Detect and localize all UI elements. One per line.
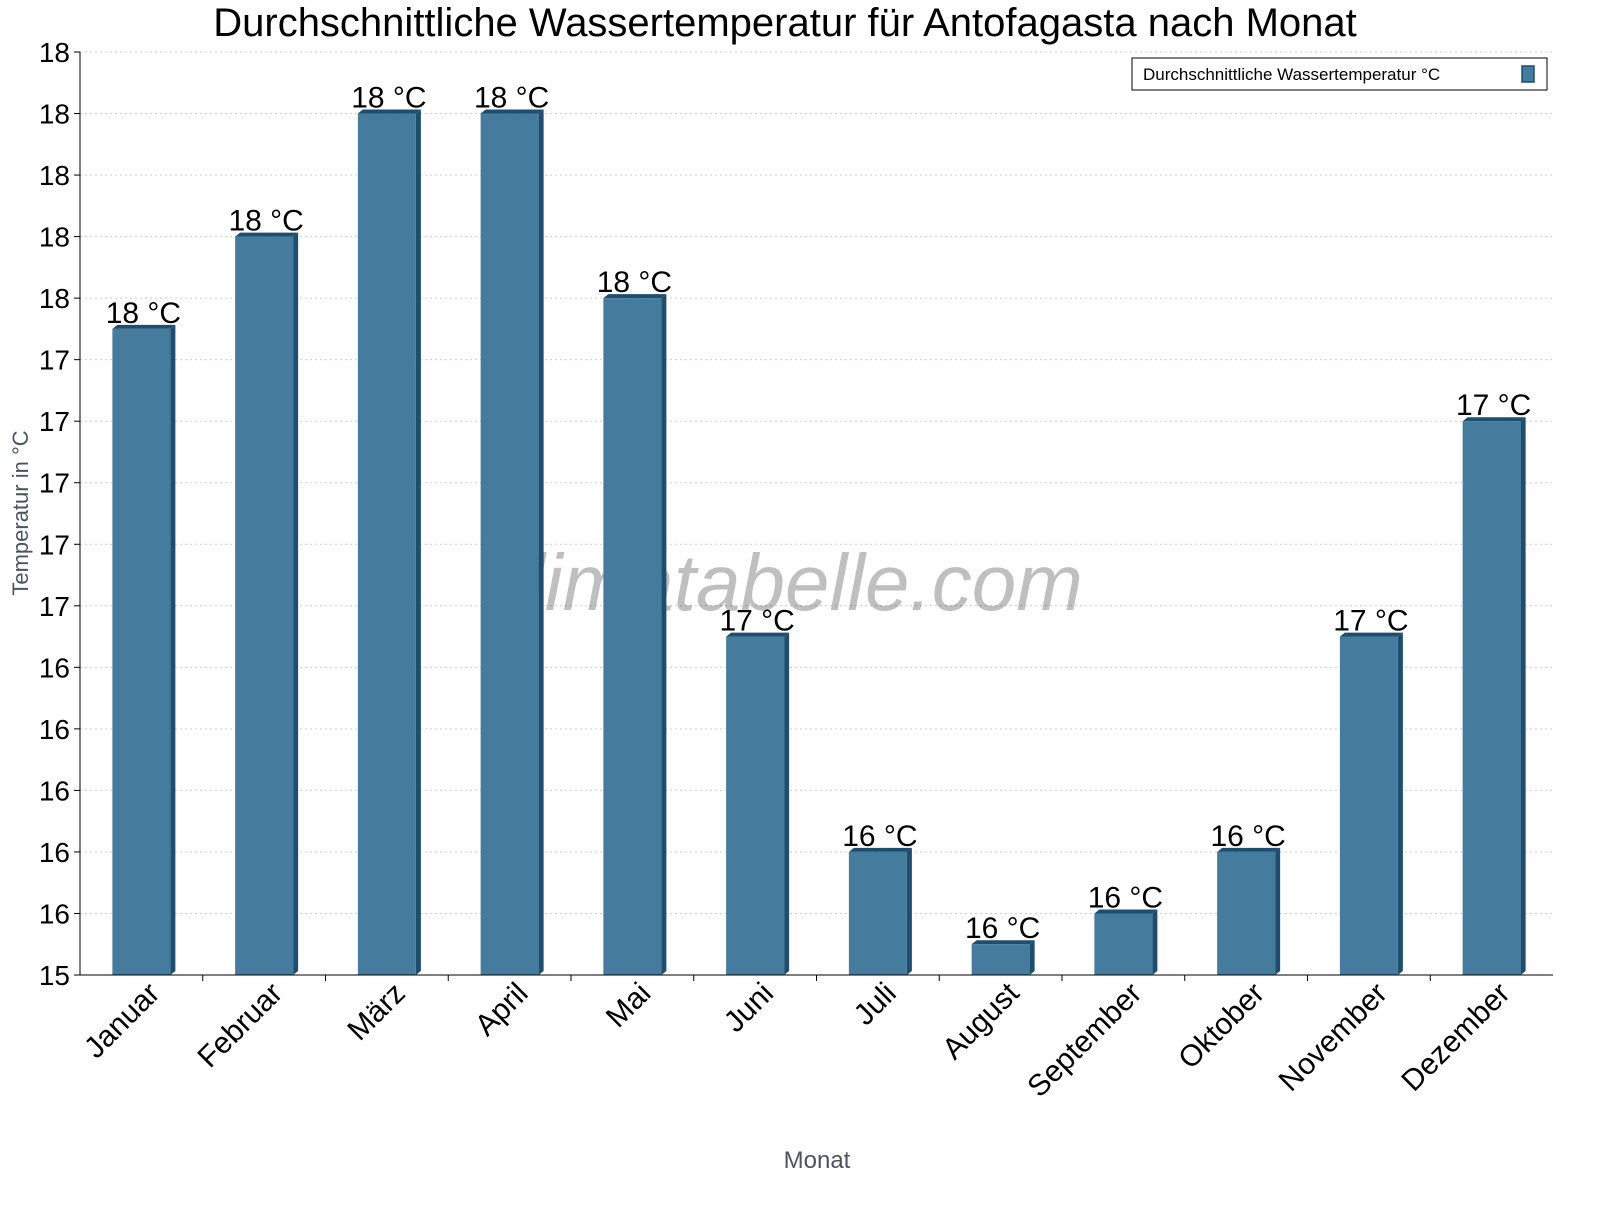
bar-januar: 18 °C — [106, 297, 181, 975]
bar-top — [726, 632, 790, 637]
y-tick-label: 16 — [39, 652, 70, 683]
y-tick-label: 17 — [39, 345, 70, 376]
x-tick-label: Oktober — [1172, 977, 1271, 1076]
bar-november: 17 °C — [1333, 605, 1409, 975]
bar-top — [1339, 632, 1403, 637]
bar-side — [1397, 632, 1403, 975]
x-tick-label: November — [1273, 977, 1394, 1098]
bar-side — [1275, 847, 1281, 975]
bar-side — [1152, 909, 1158, 975]
x-tick-label: Mai — [600, 977, 658, 1035]
bar — [726, 636, 785, 975]
data-label: 17 °C — [719, 605, 794, 638]
data-label: 18 °C — [106, 297, 181, 330]
x-tick-label: Januar — [78, 977, 166, 1065]
bar-side — [538, 109, 544, 976]
y-tick-label: 16 — [39, 775, 70, 806]
bar-top — [480, 109, 544, 114]
bar-dezember: 17 °C — [1456, 389, 1531, 975]
data-label: 18 °C — [474, 82, 549, 115]
y-tick-label: 16 — [39, 714, 70, 745]
data-label: 18 °C — [351, 82, 426, 115]
data-label: 16 °C — [842, 820, 917, 853]
bar-september: 16 °C — [1088, 881, 1163, 975]
y-tick-label: 17 — [39, 468, 70, 499]
bar-side — [906, 847, 912, 975]
bar-märz: 18 °C — [351, 82, 427, 976]
bar-top — [1217, 847, 1281, 852]
bar-april: 18 °C — [474, 82, 549, 976]
bar-top — [603, 294, 667, 299]
bar-juni: 17 °C — [719, 605, 795, 975]
bar-oktober: 16 °C — [1210, 820, 1286, 975]
bar-side — [1029, 940, 1035, 975]
bar-side — [293, 232, 299, 976]
bar-top — [971, 940, 1035, 945]
bar-side — [1520, 417, 1526, 975]
y-axis-label: Temperatur in °C — [8, 430, 33, 595]
data-label: 18 °C — [228, 205, 303, 238]
y-tick-label: 17 — [39, 529, 70, 560]
y-tick-label: 18 — [39, 37, 70, 68]
bar-top — [1462, 417, 1526, 422]
bar — [1217, 851, 1276, 975]
x-tick-label: Juli — [848, 977, 903, 1032]
x-tick-label: August — [936, 976, 1026, 1066]
y-tick-label: 17 — [39, 406, 70, 437]
bar-top — [357, 109, 421, 114]
bar — [848, 851, 907, 975]
chart-title: Durchschnittliche Wassertemperatur für A… — [213, 1, 1357, 45]
data-label: 18 °C — [597, 266, 672, 299]
data-label: 16 °C — [1088, 881, 1163, 914]
y-tick-label: 18 — [39, 99, 70, 130]
legend: Durchschnittliche Wassertemperatur °C — [1131, 57, 1548, 91]
data-label: 17 °C — [1456, 389, 1531, 422]
bar — [971, 944, 1030, 975]
bar-side — [661, 294, 667, 976]
bar-februar: 18 °C — [228, 205, 304, 976]
data-label: 17 °C — [1333, 605, 1408, 638]
bar-juli: 16 °C — [842, 820, 918, 975]
watermark: klimatabelle.com — [487, 538, 1083, 627]
y-tick-label: 16 — [39, 898, 70, 929]
x-tick-label: Februar — [191, 977, 289, 1075]
legend-label: Durchschnittliche Wassertemperatur °C — [1143, 65, 1440, 84]
y-tick-label: 18 — [39, 160, 70, 191]
bar — [1462, 421, 1521, 975]
gridlines — [80, 51, 1553, 914]
bar — [112, 328, 171, 975]
bar-side — [784, 632, 790, 975]
x-tick-label: Juni — [718, 977, 780, 1039]
x-tick-label: März — [341, 977, 411, 1047]
bar — [603, 298, 662, 976]
bar-top — [235, 232, 299, 237]
legend-swatch — [1521, 65, 1535, 83]
y-tick-label: 16 — [39, 837, 70, 868]
bars: 18 °C 18 °C 18 °C 18 °C 18 °C 17 °C 16 °C 16 °C… — [106, 82, 1531, 976]
x-tick-label: Dezember — [1395, 977, 1516, 1098]
y-tick-label: 15 — [39, 960, 70, 991]
y-tick-label: 18 — [39, 283, 70, 314]
data-label: 16 °C — [965, 912, 1040, 945]
bar — [1094, 913, 1153, 975]
bar-mai: 18 °C — [597, 266, 672, 976]
bar — [235, 236, 294, 976]
bar-side — [170, 324, 176, 975]
x-tick-label: April — [469, 977, 535, 1043]
bar-side — [415, 109, 421, 976]
bar — [1339, 636, 1398, 975]
x-tick-label: September — [1021, 977, 1148, 1104]
bar — [480, 113, 539, 976]
bar-top — [848, 847, 912, 852]
y-tick-label: 18 — [39, 222, 70, 253]
data-label: 16 °C — [1210, 820, 1285, 853]
bar-top — [112, 324, 176, 329]
bar — [357, 113, 416, 976]
y-tick-label: 17 — [39, 591, 70, 622]
bar-top — [1094, 909, 1158, 914]
bar-august: 16 °C — [965, 912, 1040, 975]
x-axis-label: Monat — [784, 1147, 851, 1174]
